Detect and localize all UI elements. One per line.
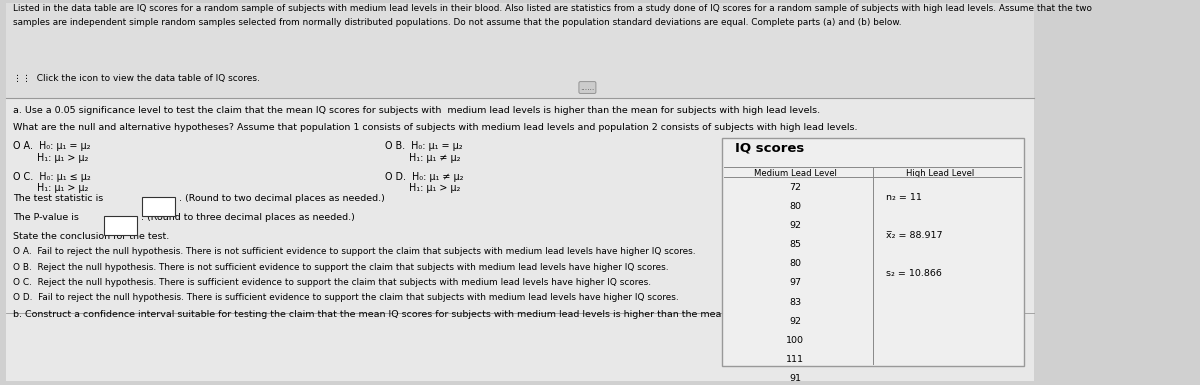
Text: 92: 92 xyxy=(790,221,802,230)
Text: The P-value is: The P-value is xyxy=(13,213,79,222)
Text: O D.  H₀: μ₁ ≠ μ₂: O D. H₀: μ₁ ≠ μ₂ xyxy=(385,172,463,182)
Text: O D.  Fail to reject the null hypothesis. There is sufficient evidence to suppor: O D. Fail to reject the null hypothesis.… xyxy=(13,293,679,302)
Text: 80: 80 xyxy=(790,203,802,211)
FancyBboxPatch shape xyxy=(142,197,175,216)
Text: Medium Lead Level: Medium Lead Level xyxy=(754,169,836,178)
Text: a. Use a 0.05 significance level to test the claim that the mean IQ scores for s: a. Use a 0.05 significance level to test… xyxy=(13,107,821,116)
Text: IQ scores: IQ scores xyxy=(734,142,804,154)
Text: 111: 111 xyxy=(786,355,804,363)
Text: O B.  Reject the null hypothesis. There is not sufficient evidence to support th: O B. Reject the null hypothesis. There i… xyxy=(13,263,668,271)
Text: H₁: μ₁ > μ₂: H₁: μ₁ > μ₂ xyxy=(13,153,89,163)
Text: n₂ = 11: n₂ = 11 xyxy=(887,193,923,202)
Text: 100: 100 xyxy=(786,336,804,345)
Text: O C.  Reject the null hypothesis. There is sufficient evidence to support the cl: O C. Reject the null hypothesis. There i… xyxy=(13,278,652,287)
FancyBboxPatch shape xyxy=(6,3,1034,98)
Text: samples are independent simple random samples selected from normally distributed: samples are independent simple random sa… xyxy=(13,18,901,27)
Text: . (Round to three decimal places as needed.): . (Round to three decimal places as need… xyxy=(140,213,355,222)
Text: H₁: μ₁ > μ₂: H₁: μ₁ > μ₂ xyxy=(385,183,461,193)
FancyBboxPatch shape xyxy=(103,216,137,235)
Text: 85: 85 xyxy=(790,241,802,249)
Text: High Lead Level: High Lead Level xyxy=(906,169,974,178)
Text: 92: 92 xyxy=(790,316,802,326)
FancyBboxPatch shape xyxy=(6,98,1034,381)
Text: b. Construct a confidence interval suitable for testing the claim that the mean : b. Construct a confidence interval suita… xyxy=(13,310,851,319)
Text: What are the null and alternative hypotheses? Assume that population 1 consists : What are the null and alternative hypoth… xyxy=(13,123,858,132)
Text: 83: 83 xyxy=(790,298,802,306)
Text: s₂ = 10.866: s₂ = 10.866 xyxy=(887,269,942,278)
Text: O C.  H₀: μ₁ ≤ μ₂: O C. H₀: μ₁ ≤ μ₂ xyxy=(13,172,91,182)
Text: 97: 97 xyxy=(790,278,802,288)
Text: . (Round to two decimal places as needed.): . (Round to two decimal places as needed… xyxy=(179,194,385,203)
Text: H₁: μ₁ > μ₂: H₁: μ₁ > μ₂ xyxy=(13,183,89,193)
Text: The test statistic is: The test statistic is xyxy=(13,194,103,203)
Text: O A.  Fail to reject the null hypothesis. There is not sufficient evidence to su: O A. Fail to reject the null hypothesis.… xyxy=(13,247,696,256)
Text: Listed in the data table are IQ scores for a random sample of subjects with medi: Listed in the data table are IQ scores f… xyxy=(13,4,1092,13)
Text: ......: ...... xyxy=(581,83,594,92)
Text: O A.  H₀: μ₁ = μ₂: O A. H₀: μ₁ = μ₂ xyxy=(13,142,91,151)
Text: x̅₂ = 88.917: x̅₂ = 88.917 xyxy=(887,231,943,240)
Text: ⋮⋮  Click the icon to view the data table of IQ scores.: ⋮⋮ Click the icon to view the data table… xyxy=(13,74,260,83)
Text: 72: 72 xyxy=(790,183,802,192)
Text: H₁: μ₁ ≠ μ₂: H₁: μ₁ ≠ μ₂ xyxy=(385,153,461,163)
FancyBboxPatch shape xyxy=(722,138,1024,366)
Text: 80: 80 xyxy=(790,259,802,268)
Text: O B.  H₀: μ₁ = μ₂: O B. H₀: μ₁ = μ₂ xyxy=(385,142,462,151)
Text: State the conclusion for the test.: State the conclusion for the test. xyxy=(13,232,169,241)
Text: 91: 91 xyxy=(790,373,802,383)
